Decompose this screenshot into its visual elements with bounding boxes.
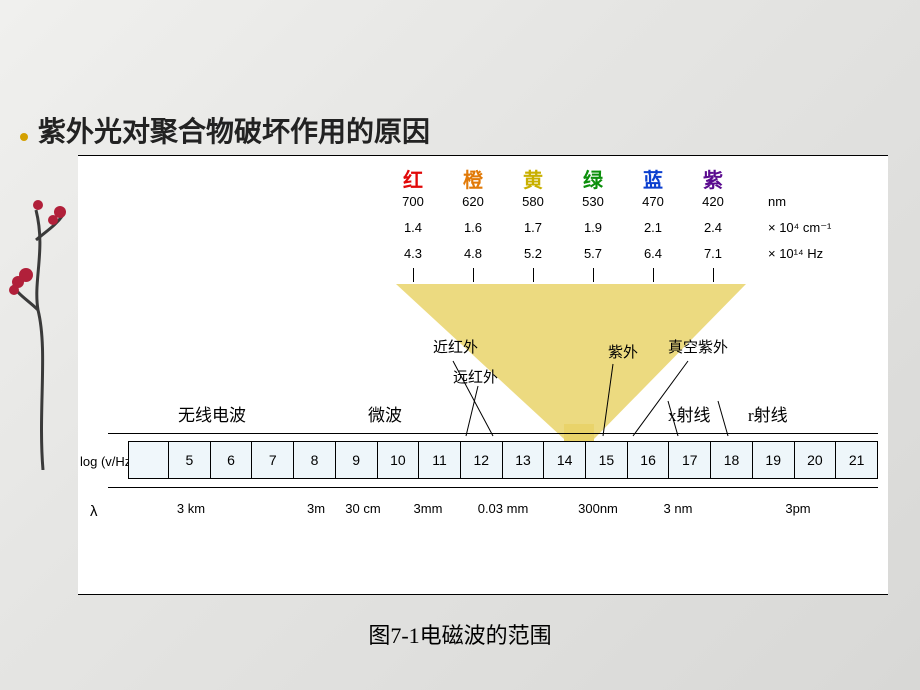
lambda-tick: 3mm [414,501,443,516]
nm-unit: nm [768,194,786,209]
radio-label: 无线电波 [178,401,246,426]
xray-label: x射线 [668,401,711,426]
spectrum-bar: 56789101112131415161718192021 [168,441,878,479]
spectrum-lead-cell [128,441,168,479]
color-label: 黄 [518,164,548,193]
spectrum-cell: 8 [293,441,335,479]
data-cell: 1.4 [398,220,428,235]
axis-bottom-line [108,487,878,488]
data-cell: 4.8 [458,246,488,261]
spectrum-cell: 20 [794,441,836,479]
spectrum-cell: 16 [627,441,669,479]
lambda-tick: 0.03 mm [478,501,529,516]
frequency-row: 4.3 4.8 5.2 5.7 6.4 7.1 [398,246,728,261]
color-label: 橙 [458,164,488,193]
lambda-tick: 3pm [785,501,810,516]
gamma-label: r射线 [748,401,788,426]
spectrum-cell: 10 [377,441,419,479]
lambda-tick: 300nm [578,501,618,516]
lambda-symbol: λ [90,503,98,520]
spectrum-cell: 19 [752,441,794,479]
lambda-tick: 3 nm [664,501,693,516]
ink-flower-decoration [8,170,78,470]
wavenumber-row: 1.4 1.6 1.7 1.9 2.1 2.4 [398,220,728,235]
data-cell: 420 [698,194,728,209]
vac-uv-label: 真空紫外 [668,336,728,357]
spectrum-cell: 17 [668,441,710,479]
figure-caption: 图7-1电磁波的范围 [0,618,920,650]
visible-color-labels: 红橙黄绿蓝紫 [398,164,728,193]
spectrum-cell: 9 [335,441,377,479]
spectrum-cell: 6 [210,441,252,479]
data-cell: 4.3 [398,246,428,261]
spectrum-cell: 5 [168,441,210,479]
near-ir-label: 近红外 [433,336,478,357]
data-cell: 6.4 [638,246,668,261]
visible-ticks [398,268,728,282]
hz-unit: × 10¹⁴ Hz [768,246,823,261]
heading-row: 紫外光对聚合物破坏作用的原因 [20,110,430,150]
spectrum-cell: 18 [710,441,752,479]
data-cell: 1.9 [578,220,608,235]
data-cell: 7.1 [698,246,728,261]
spectrum-cell: 12 [460,441,502,479]
data-cell: 620 [458,194,488,209]
em-spectrum-figure: 红橙黄绿蓝紫 700620580530470420 nm 1.41.61.71.… [78,155,888,595]
color-label: 紫 [698,164,728,193]
cm-unit: × 10⁴ cm⁻¹ [768,220,831,236]
spectrum-cell: 15 [585,441,627,479]
data-cell: 1.6 [458,220,488,235]
color-label: 绿 [578,164,608,193]
color-label: 蓝 [638,164,668,193]
axis-top-line [108,433,878,434]
page-title: 紫外光对聚合物破坏作用的原因 [38,117,430,148]
data-cell: 2.4 [698,220,728,235]
data-cell: 2.1 [638,220,668,235]
data-cell: 530 [578,194,608,209]
microwave-label: 微波 [368,401,402,426]
data-cell: 1.7 [518,220,548,235]
wavelength-nm-row: 700 620 580 530 470 420 [398,194,728,209]
spectrum-cell: 21 [835,441,878,479]
data-cell: 5.2 [518,246,548,261]
bullet-icon [20,133,28,141]
spectrum-cell: 11 [418,441,460,479]
data-cell: 5.7 [578,246,608,261]
data-cell: 470 [638,194,668,209]
spectrum-cell: 7 [251,441,293,479]
lambda-tick: 3 km [177,501,205,516]
color-label: 红 [398,164,428,193]
spectrum-cell: 13 [502,441,544,479]
data-cell: 580 [518,194,548,209]
lambda-tick: 3m [307,501,325,516]
spectrum-cell: 14 [543,441,585,479]
lambda-tick: 30 cm [345,501,380,516]
data-cell: 700 [398,194,428,209]
